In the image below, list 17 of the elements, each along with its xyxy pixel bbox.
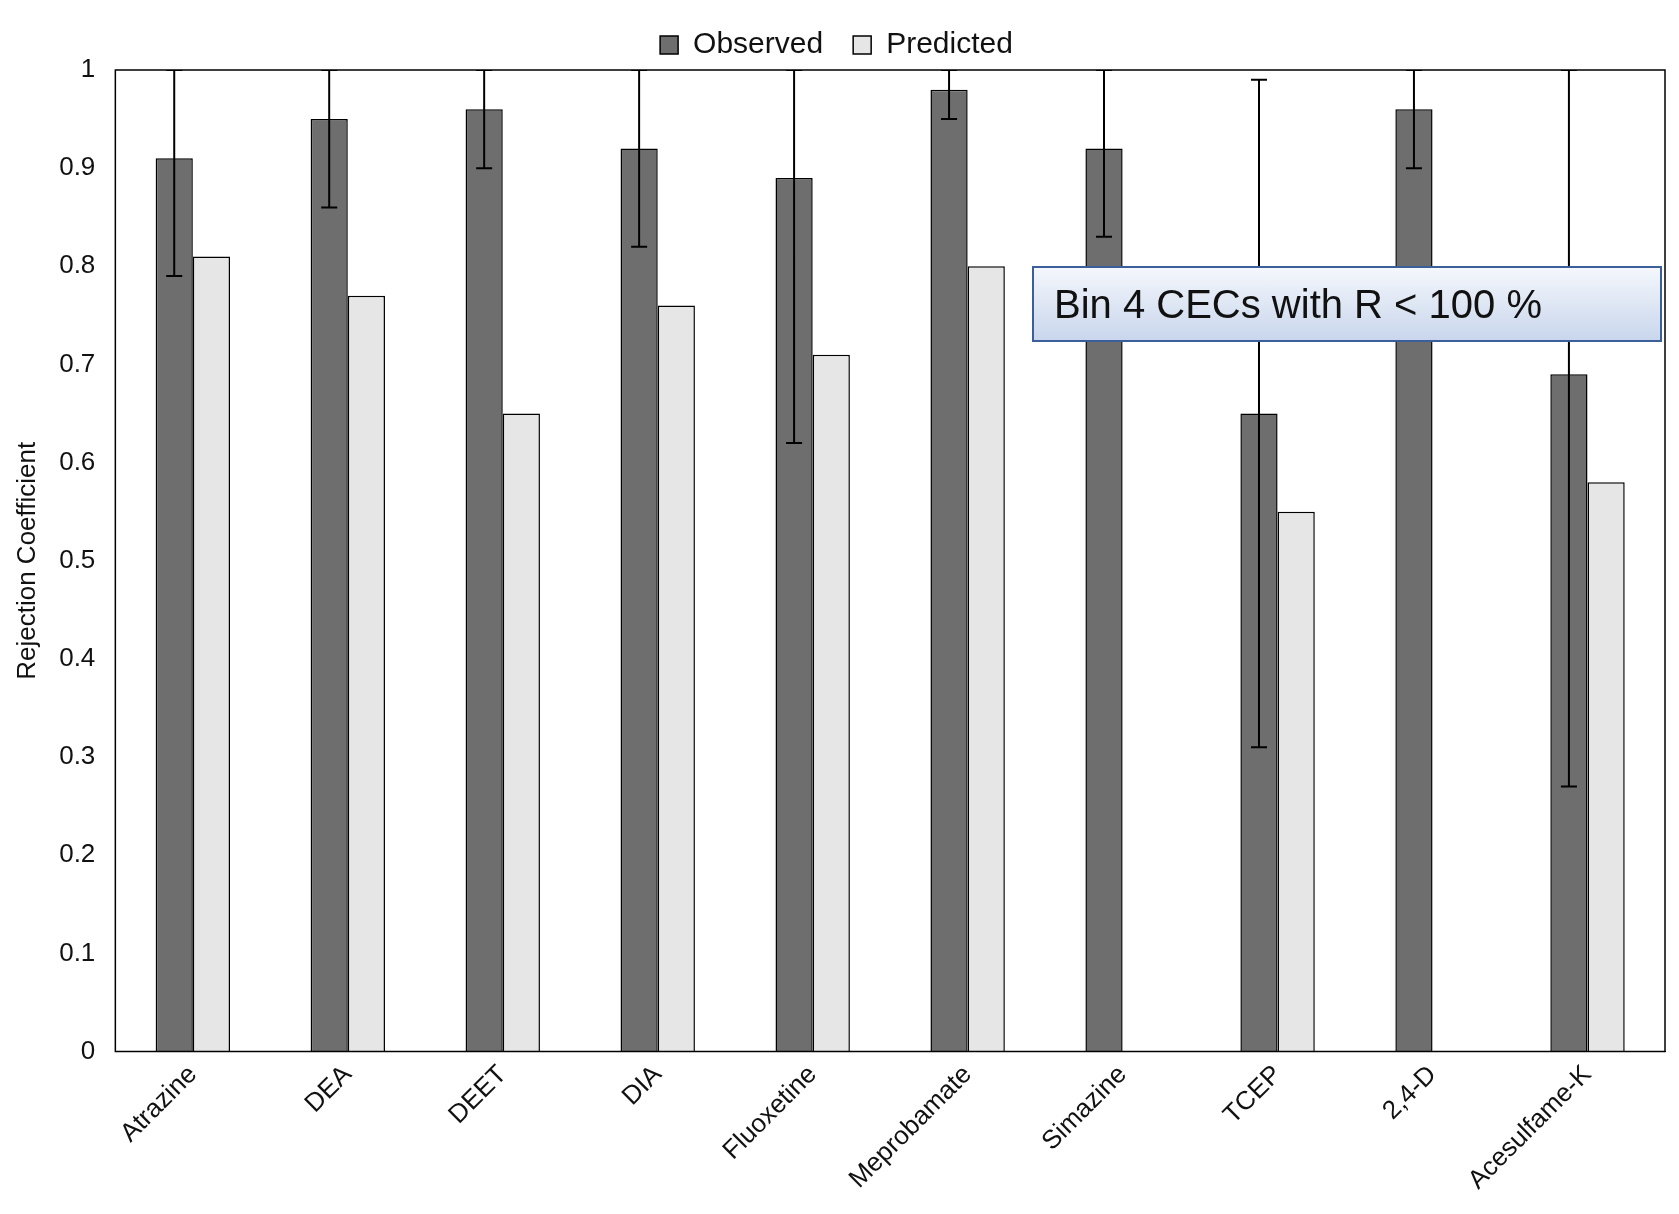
legend-label: Predicted [886,26,1013,60]
x-tick-label: DEA [298,1058,358,1118]
y-tick-label: 0.1 [59,936,96,967]
y-tick-label: 0.5 [59,543,96,574]
y-tick-label: 0.4 [59,642,96,673]
callout-box: Bin 4 CECs with R < 100 % [1032,266,1662,342]
y-tick-label: 0 [80,1034,96,1065]
y-tick-label: 0.3 [59,740,96,771]
y-axis-title: Rejection Coefficient [10,440,41,680]
y-tick-label: 1 [80,53,96,84]
y-tick-label: 0.8 [59,249,96,280]
x-tick-label: DIA [615,1058,668,1111]
y-tick-label: 0.7 [59,347,96,378]
y-tick-label: 0.6 [59,445,96,476]
y-tick-label: 0.9 [59,151,96,182]
legend-label: Observed [693,26,824,60]
y-tick-label: 0.2 [59,838,96,869]
